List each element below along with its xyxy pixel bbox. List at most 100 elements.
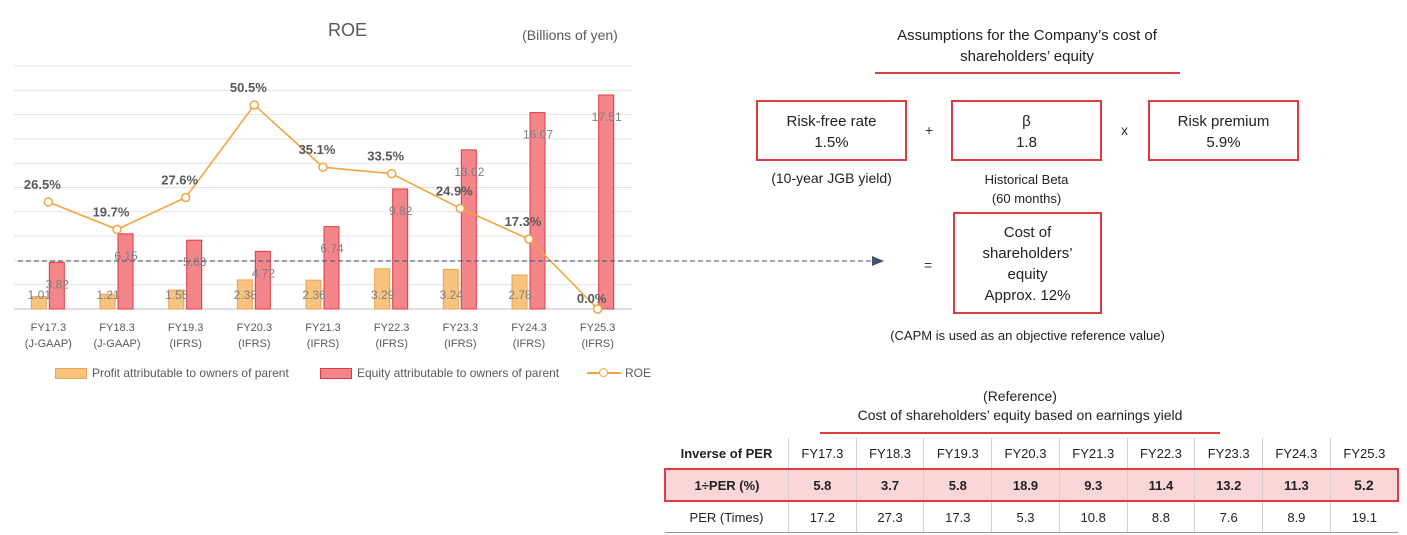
table-cell: FY23.3 [1194,438,1263,470]
chart-title: ROE [327,20,367,40]
bar-profit [99,293,116,310]
table-cell: 7.6 [1194,501,1263,533]
risk-free-box: Risk-free rate 1.5% [756,100,907,161]
roe-point [592,304,603,314]
x-tick-sublabel: (IFRS) [581,338,613,350]
roe-data-label: 35.1% [299,142,336,157]
table-cell: 19.1 [1329,501,1398,533]
x-tick-label: FY21.3 [305,322,340,334]
legend-label-equity: Equity attributable to owners of parent [357,366,560,380]
table-cell: 5.3 [991,501,1060,533]
table-cell: 5.8 [788,468,857,502]
risk-premium-label: Risk premium [1177,113,1270,130]
x-tick-sublabel: (IFRS) [307,338,339,350]
data-label-equity: 5.63 [183,255,207,269]
bar-profit [442,268,459,310]
data-label-equity: 6.74 [320,242,344,256]
table-cell: 10.8 [1058,501,1128,533]
x-tick-sublabel: (J-GAAP) [25,338,72,350]
bar-profit [236,279,253,310]
data-label-equity: 3.82 [46,277,70,291]
times-operator: x [1121,122,1128,138]
bar-equity [186,239,203,310]
bar-equity [323,226,340,310]
data-label-equity: 9.82 [389,204,413,218]
table-cell: 8.9 [1262,501,1331,533]
table-cell: FY17.3 [788,438,857,470]
risk-premium-value: 5.9% [1206,134,1241,151]
table-cell: 8.8 [1126,501,1195,533]
data-label-profit: 1.21 [96,288,120,302]
data-label-profit: 2.36 [302,288,326,302]
bar-equity [392,188,409,310]
capm-note: (CAPM is used as an objective reference … [890,328,1165,343]
data-label-profit: 2.38 [234,288,258,302]
roe-point [249,100,260,110]
bar-profit [374,268,391,310]
roe-point [455,203,466,214]
plus-operator: + [925,122,934,138]
data-label-profit: 3.29 [371,288,395,302]
roe-point [524,234,534,244]
table-cell: FY22.3 [1126,438,1195,470]
cost-of-equity-box: Cost of shareholders’ equity Approx. 12% [953,212,1102,314]
x-tick-sublabel: (IFRS) [238,338,270,350]
x-tick-label: FY25.3 [580,322,615,334]
legend-label-profit: Profit attributable to owners of parent [92,366,289,380]
roe-data-label: 24.9% [436,183,473,198]
table-cell: 13.2 [1194,468,1263,502]
reference-title: (Reference) Cost of shareholders’ equity… [820,387,1220,425]
bar-profit [30,296,47,310]
assumptions-underline [875,72,1180,74]
legend-item-profit: Profit attributable to owners of parent [55,366,289,380]
bar-profit [305,279,322,310]
roe-data-label: 0.0% [577,291,607,306]
data-label-profit: 1.01 [28,288,52,302]
data-label-equity: 6.15 [114,249,138,263]
table-cell: 17.2 [788,501,857,533]
legend-item-roe: ROE [587,366,651,380]
data-label-equity: 17.51 [592,110,622,124]
roe-data-label: 33.5% [367,149,404,164]
legend-swatch-profit [55,367,87,379]
table-cell: 5.8 [923,468,992,502]
table-cell: FY20.3 [991,438,1060,470]
roe-point [43,197,54,207]
table-cell: 18.9 [991,468,1060,502]
table-cell: 9.3 [1058,468,1128,502]
beta-note: Historical Beta (60 months) [984,172,1069,206]
cost-of-equity-label: Cost of shareholders’ equity [982,224,1073,283]
table-header-row: Inverse of PER FY17.3 FY18.3 FY19.3 FY20… [665,438,1398,470]
table-cell: 3.7 [855,468,924,502]
x-tick-sublabel: (IFRS) [375,338,407,350]
bar-equity [598,94,615,310]
legend-swatch-equity [320,367,352,379]
table-cell: FY18.3 [855,438,924,470]
table-cell: FY21.3 [1058,438,1128,470]
x-tick-label: FY23.3 [443,322,478,334]
roe-point [318,162,328,172]
bar-equity [254,250,271,310]
x-tick-sublabel: (IFRS) [513,338,545,350]
reference-title-line2: Cost of shareholders’ equity based on ea… [857,407,1183,423]
roe-data-label: 19.7% [93,204,130,219]
table-cell: Inverse of PER [665,438,789,470]
beta-box: β 1.8 [951,100,1102,161]
roe-data-label: 26.5% [24,177,61,192]
bar-equity [48,261,65,310]
beta-label: β [1022,113,1031,130]
data-label-profit: 1.55 [165,288,189,302]
table-cell: 1÷PER (%) [664,468,789,502]
table-cell: 5.2 [1329,468,1399,502]
roe-data-label: 27.6% [161,173,198,188]
reference-underline [820,432,1220,434]
table-row-per: PER (Times) 17.2 27.3 17.3 5.3 10.8 8.8 … [665,501,1398,533]
data-label-profit: 3.24 [440,288,464,302]
table-cell: 11.3 [1262,468,1331,502]
data-label-profit: 2.78 [508,288,532,302]
bar-equity [117,233,134,310]
roe-data-label: 17.3% [505,214,542,229]
bar-equity [460,149,477,310]
legend-item-equity: Equity attributable to owners of parent [320,366,559,380]
roe-point [386,168,397,179]
